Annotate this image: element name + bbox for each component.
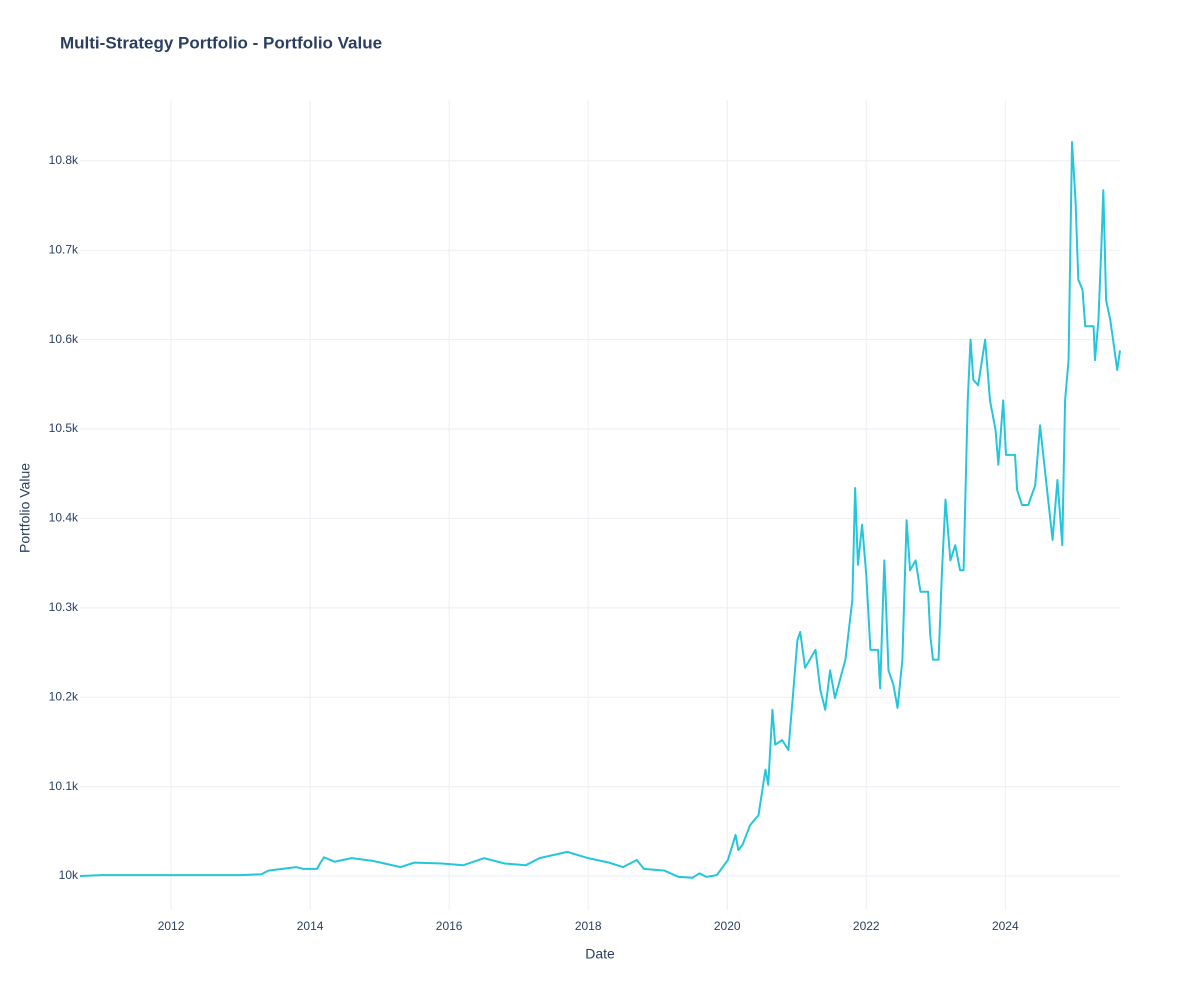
y-tick-label: 10.7k — [49, 242, 79, 256]
x-tick-label: 2020 — [714, 919, 741, 933]
y-tick-label: 10.5k — [49, 421, 79, 435]
x-tick-label: 2018 — [575, 919, 602, 933]
y-tick-label: 10.6k — [49, 332, 79, 346]
y-tick-label: 10k — [59, 868, 79, 882]
y-tick-label: 10.3k — [49, 600, 79, 614]
x-tick-label: 2022 — [853, 919, 880, 933]
y-tick-label: 10.1k — [49, 779, 79, 793]
line — [79, 141, 1121, 879]
x-tick-label: 2016 — [436, 919, 463, 933]
y-axis-title: Portfolio Value — [17, 463, 33, 553]
x-axis-title: Date — [585, 946, 615, 962]
y-tick-label: 10.8k — [49, 153, 79, 167]
y-tick-label: 10.4k — [49, 511, 79, 525]
y-tick-label: 10.2k — [49, 689, 79, 703]
x-tick-label: 2014 — [297, 919, 324, 933]
chart-title: Multi-Strategy Portfolio - Portfolio Val… — [60, 33, 382, 52]
x-tick-label: 2024 — [992, 919, 1019, 933]
x-tick-label: 2012 — [158, 919, 185, 933]
